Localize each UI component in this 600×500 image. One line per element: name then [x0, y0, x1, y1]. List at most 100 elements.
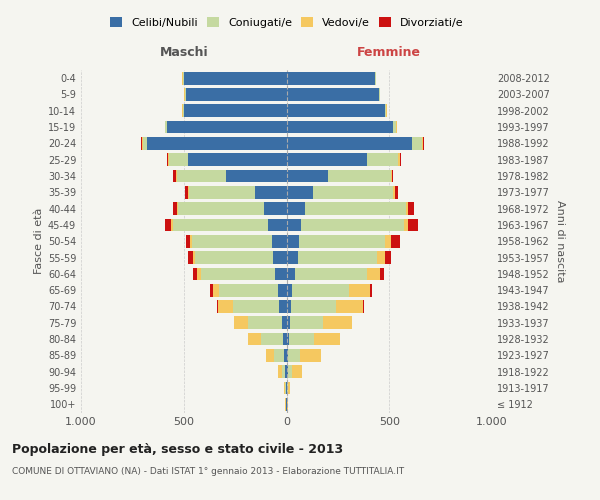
Bar: [212, 284, 218, 296]
Bar: [283, 332, 287, 345]
Bar: [385, 235, 391, 248]
Bar: [283, 316, 287, 329]
Bar: [287, 300, 290, 313]
Bar: [188, 154, 287, 166]
Bar: [380, 268, 384, 280]
Bar: [186, 235, 190, 248]
Bar: [143, 137, 147, 150]
Bar: [367, 268, 380, 280]
Text: Maschi: Maschi: [160, 46, 208, 59]
Bar: [287, 104, 385, 117]
Bar: [336, 300, 362, 313]
Bar: [288, 349, 301, 362]
Bar: [183, 72, 184, 85]
Legend: Celibi/Nubili, Coniugati/e, Vedovi/e, Divorziati/e: Celibi/Nubili, Coniugati/e, Vedovi/e, Di…: [106, 13, 468, 32]
Bar: [211, 284, 212, 296]
Bar: [147, 137, 287, 150]
Bar: [295, 268, 367, 280]
Bar: [173, 170, 176, 182]
Bar: [391, 235, 400, 248]
Bar: [287, 382, 288, 394]
Bar: [394, 186, 395, 198]
Bar: [184, 104, 287, 117]
Bar: [287, 186, 313, 198]
Bar: [186, 88, 287, 101]
Bar: [248, 332, 261, 345]
Bar: [370, 284, 372, 296]
Bar: [287, 316, 290, 329]
Bar: [184, 72, 287, 85]
Bar: [142, 137, 143, 150]
Bar: [275, 268, 287, 280]
Bar: [287, 251, 298, 264]
Bar: [385, 251, 391, 264]
Bar: [178, 202, 264, 215]
Bar: [264, 202, 287, 215]
Bar: [328, 170, 391, 182]
Bar: [367, 154, 398, 166]
Bar: [176, 202, 178, 215]
Bar: [274, 349, 284, 362]
Bar: [392, 170, 394, 182]
Bar: [218, 300, 233, 313]
Bar: [278, 366, 283, 378]
Bar: [283, 366, 286, 378]
Bar: [406, 202, 408, 215]
Bar: [234, 316, 248, 329]
Bar: [197, 268, 201, 280]
Bar: [287, 120, 394, 134]
Bar: [188, 251, 193, 264]
Bar: [301, 218, 404, 232]
Bar: [289, 332, 314, 345]
Bar: [299, 235, 385, 248]
Bar: [287, 154, 367, 166]
Bar: [395, 186, 398, 198]
Bar: [349, 284, 370, 296]
Bar: [408, 218, 418, 232]
Bar: [266, 349, 274, 362]
Bar: [261, 332, 283, 345]
Bar: [394, 120, 397, 134]
Text: COMUNE DI OTTAVIANO (NA) - Dati ISTAT 1° gennaio 2013 - Elaborazione TUTTITALIA.: COMUNE DI OTTAVIANO (NA) - Dati ISTAT 1°…: [12, 468, 404, 476]
Bar: [248, 316, 283, 329]
Bar: [287, 349, 288, 362]
Bar: [185, 88, 186, 101]
Bar: [172, 218, 173, 232]
Y-axis label: Anni di nascita: Anni di nascita: [555, 200, 565, 282]
Bar: [287, 170, 328, 182]
Bar: [287, 235, 299, 248]
Bar: [284, 382, 286, 394]
Bar: [167, 120, 287, 134]
Text: Popolazione per età, sesso e stato civile - 2013: Popolazione per età, sesso e stato civil…: [12, 442, 343, 456]
Bar: [201, 268, 275, 280]
Bar: [217, 300, 218, 313]
Bar: [314, 332, 340, 345]
Bar: [165, 120, 167, 134]
Bar: [408, 202, 414, 215]
Bar: [292, 284, 349, 296]
Bar: [190, 235, 192, 248]
Bar: [193, 268, 197, 280]
Bar: [385, 104, 386, 117]
Bar: [185, 186, 188, 198]
Bar: [377, 251, 385, 264]
Bar: [278, 284, 287, 296]
Bar: [301, 349, 321, 362]
Bar: [287, 137, 412, 150]
Bar: [165, 218, 172, 232]
Bar: [287, 202, 305, 215]
Bar: [404, 218, 408, 232]
Bar: [287, 218, 301, 232]
Bar: [176, 170, 226, 182]
Bar: [233, 300, 280, 313]
Bar: [290, 300, 336, 313]
Bar: [284, 349, 287, 362]
Bar: [192, 235, 272, 248]
Bar: [362, 300, 364, 313]
Bar: [375, 72, 376, 85]
Bar: [298, 251, 377, 264]
Bar: [391, 170, 392, 182]
Bar: [305, 202, 406, 215]
Bar: [272, 235, 287, 248]
Bar: [287, 72, 375, 85]
